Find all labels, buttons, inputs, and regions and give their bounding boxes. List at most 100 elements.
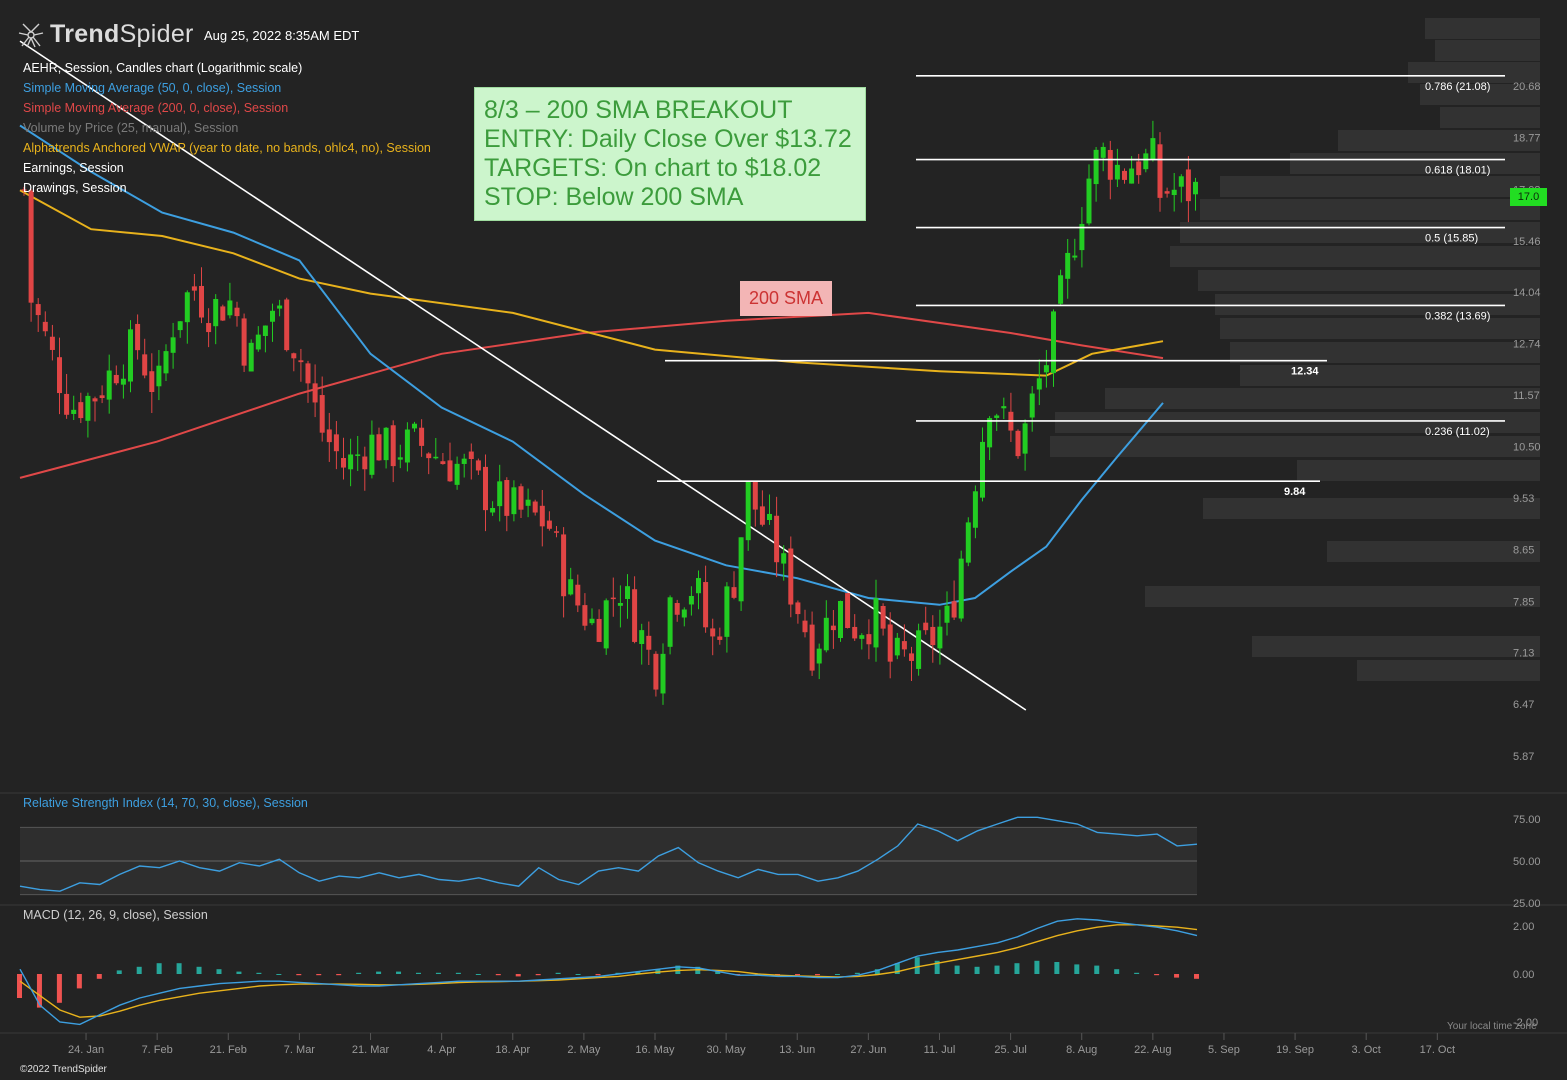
candle-14 [120,364,126,399]
vbp-bar-18 [1050,436,1540,457]
macd-hist-bar-25 [515,974,521,977]
legend-item-vwap[interactable]: Alphatrends Anchored VWAP (year to date,… [23,141,431,155]
macd-hist-bar-10 [216,969,222,974]
legend-item-chart[interactable]: AEHR, Session, Candles chart (Logarithmi… [23,61,303,75]
fib-label-4: 0.236 (11.02) [1425,426,1490,438]
trendspider-logo-icon [18,23,44,47]
candle-body [277,305,283,309]
sma200-tag[interactable]: 200 SMA [740,281,832,316]
candle-body [92,398,98,402]
timezone-note[interactable]: Your local time zone [1447,1021,1537,1032]
candle-101 [738,537,744,611]
vbp-bar-0 [1425,18,1540,39]
candle-body [433,456,439,459]
x-tick-5: 4. Apr [427,1044,456,1056]
macd-hist-bar-7 [156,963,162,974]
macd-hist-bar-6 [136,966,142,974]
candle-66 [490,501,496,516]
candle-body [128,329,133,382]
candle-body [852,626,858,639]
candle-body [1178,176,1184,187]
legend-item-vbp[interactable]: Volume by Price (25, manual), Session [23,121,239,135]
candle-body [504,480,510,516]
vbp-bar-13 [1220,318,1540,339]
candle-body [1129,168,1135,184]
candle-body [696,578,701,594]
legend-item-sma200[interactable]: Simple Moving Average (200, 0, close), S… [23,101,289,115]
candle-74 [546,511,552,531]
macd-hist-bar-12 [256,972,262,974]
candle-body [170,337,176,353]
candle-155 [1122,168,1127,184]
x-tick-0: 24. Jan [68,1044,104,1056]
candle-body [21,189,27,191]
candle-body [994,415,1000,418]
candle-16 [135,314,141,360]
candle-139 [1008,392,1014,442]
candle-39 [298,348,304,382]
vbp-bar-22 [1145,586,1540,607]
candle-body [937,626,943,649]
x-tick-2: 21. Feb [210,1044,247,1056]
candle-body [767,513,772,520]
candle-body [220,306,226,321]
brand-logo: TrendSpider [18,20,194,49]
level-label-0: 12.34 [1291,366,1319,378]
macd-hist-bar-8 [176,963,182,974]
macd-hist-bar-9 [196,966,202,974]
candle-body [177,321,183,331]
price-levels[interactable]: 0.786 (21.08) 0.618 (18.01) 0.5 (15.85) 0.3… [657,75,1505,498]
candle-28 [220,304,226,321]
macd-hist-bar-40 [814,974,820,976]
indicator-legend[interactable]: AEHR, Session, Candles chart (Logarithmi… [23,58,431,198]
x-tick-9: 30. May [707,1044,747,1056]
trade-plan-note[interactable]: 8/3 – 200 SMA BREAKOUT ENTRY: Daily Clos… [474,87,866,221]
y-tick-12: 6.47 [1513,699,1534,711]
vbp-bar-20 [1203,498,1540,519]
candle-body [632,589,638,642]
candle-body [199,285,204,318]
candle-47 [355,435,361,471]
candle-31 [241,313,247,372]
fib-label-3: 0.382 (13.69) [1425,310,1490,322]
candle-38 [291,352,297,372]
candle-body [681,609,687,618]
candle-body [262,325,268,336]
fib-label-0: 0.786 (21.08) [1425,81,1490,93]
candle-153 [1107,140,1113,200]
candle-58 [433,437,439,460]
fib-label-1: 0.618 (18.01) [1425,165,1490,177]
candle-119 [866,619,872,660]
candle-body [156,365,162,387]
rsi-title[interactable]: Relative Strength Index (14, 70, 30, clo… [23,796,308,810]
candle-body [270,310,275,322]
candle-35 [270,303,275,342]
legend-item-sma50[interactable]: Simple Moving Average (50, 0, close), Se… [23,81,282,95]
candle-0 [21,186,27,196]
candle-77 [568,567,574,596]
candle-body [589,618,595,624]
macd-hist-bar-19 [396,971,402,974]
candle-body [987,418,993,448]
candle-87 [639,623,645,665]
candle-body [284,299,290,351]
candle-82 [603,598,609,655]
candle-113 [823,600,829,653]
candle-body [475,460,481,471]
macd-title[interactable]: MACD (12, 26, 9, close), Session [23,908,208,922]
y-tick-1: 18.77 [1513,133,1541,145]
candle-body [724,586,730,637]
legend-item-earnings[interactable]: Earnings, Session [23,161,124,175]
candle-94 [688,586,694,616]
panel-separators [0,792,1567,1034]
vbp-bar-3 [1420,84,1540,105]
candle-body [206,323,212,333]
candle-56 [419,419,425,457]
legend-item-drawings[interactable]: Drawings, Session [23,181,127,195]
candle-30 [234,301,240,327]
x-tick-15: 22. Aug [1134,1044,1171,1056]
candle-27 [213,294,219,345]
macd-hist-bar-15 [316,974,322,976]
candle-body [1185,169,1191,202]
